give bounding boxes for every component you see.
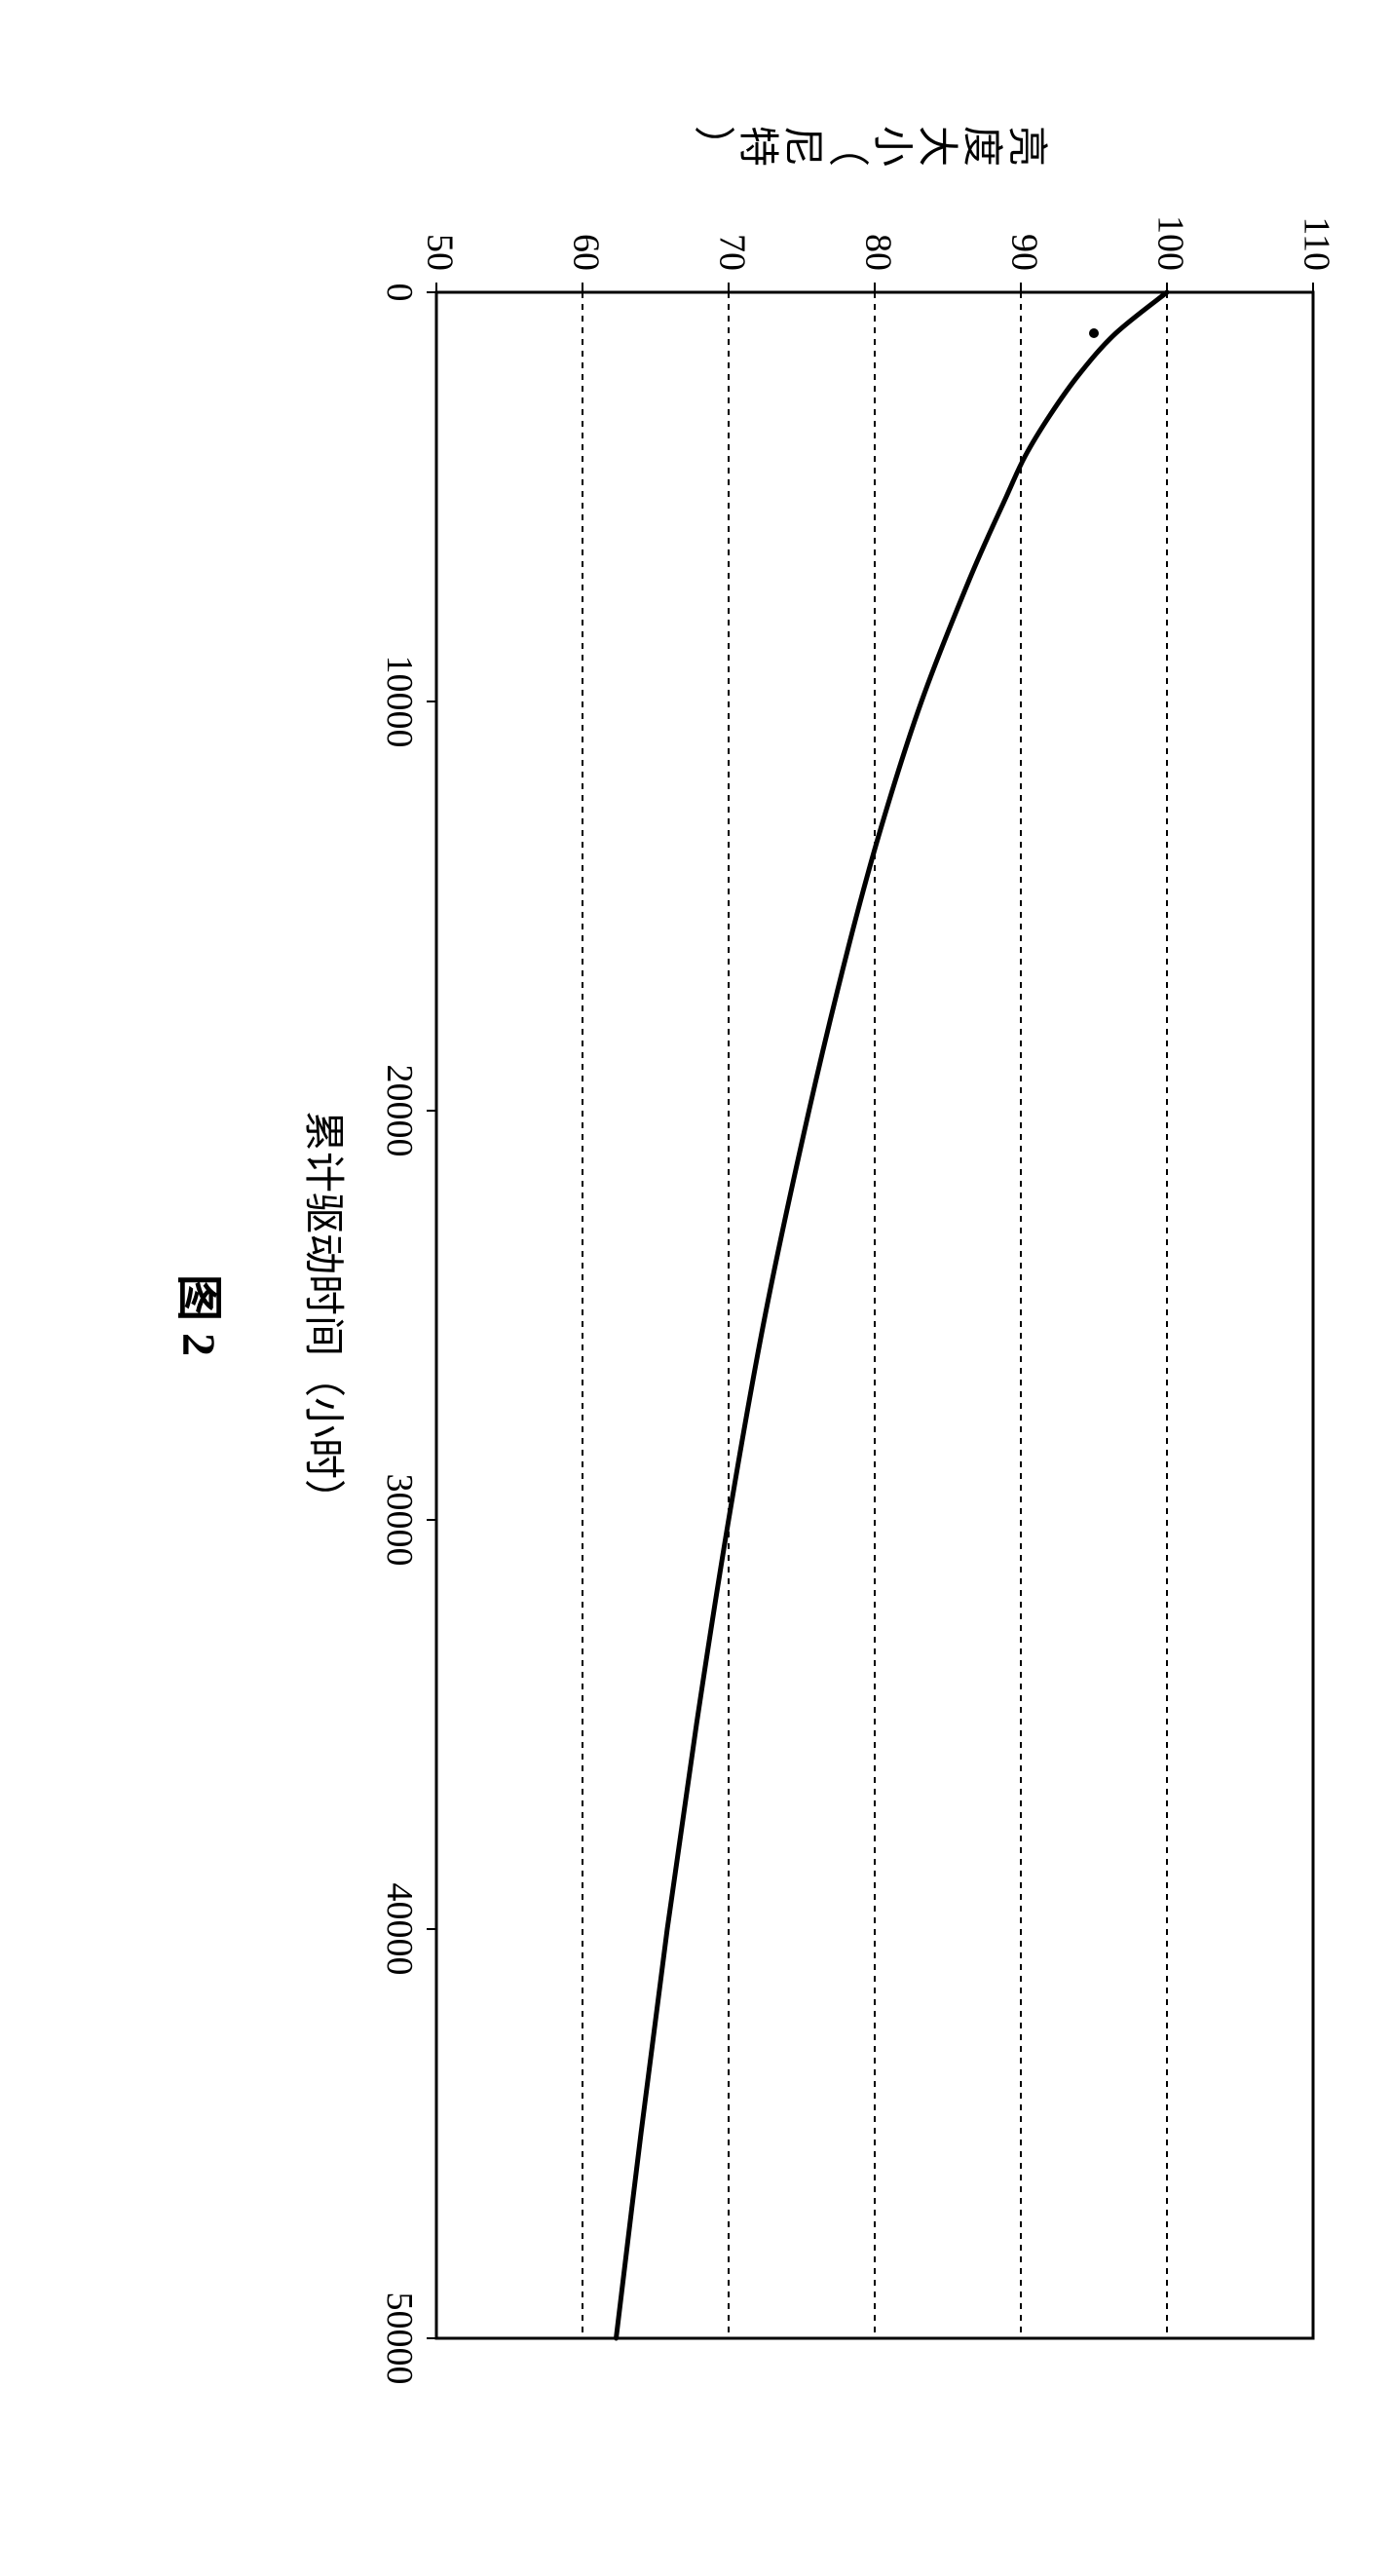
y-axis-label-char: 大 xyxy=(914,126,959,167)
x-tick-label: 50000 xyxy=(379,2292,420,2385)
x-tick-label: 40000 xyxy=(379,1883,420,1976)
y-tick-label: 70 xyxy=(711,234,752,271)
y-tick-label: 100 xyxy=(1149,215,1190,271)
y-axis-label-char: 度 xyxy=(959,126,1003,167)
y-axis-label-char: ） xyxy=(690,126,734,167)
y-tick-label: 90 xyxy=(1003,234,1044,271)
x-tick-label: 10000 xyxy=(379,656,420,748)
figure-caption: 图 2 xyxy=(172,1274,224,1356)
data-marker xyxy=(1089,328,1099,338)
y-axis-label-char: 尼 xyxy=(779,126,824,167)
x-tick-label: 20000 xyxy=(379,1065,420,1157)
y-axis-label-char: （ xyxy=(824,126,869,167)
x-tick-label: 0 xyxy=(379,284,420,302)
y-tick-label: 60 xyxy=(565,234,606,271)
y-tick-label: 50 xyxy=(419,234,460,271)
y-axis-label-char: 亮 xyxy=(1003,126,1049,167)
y-tick-label: 80 xyxy=(857,234,898,271)
x-tick-label: 30000 xyxy=(379,1474,420,1567)
luminance-chart: 50 60 70 80 90 100 110 0 10000 20000 30000 40000 500… xyxy=(0,0,1391,2576)
y-tick-label: 110 xyxy=(1296,216,1336,271)
y-axis-label-char: 特 xyxy=(734,126,779,167)
x-axis-label: 累计驱动时间（小时） xyxy=(300,1111,345,1520)
y-axis-label-char: 小 xyxy=(869,126,914,167)
